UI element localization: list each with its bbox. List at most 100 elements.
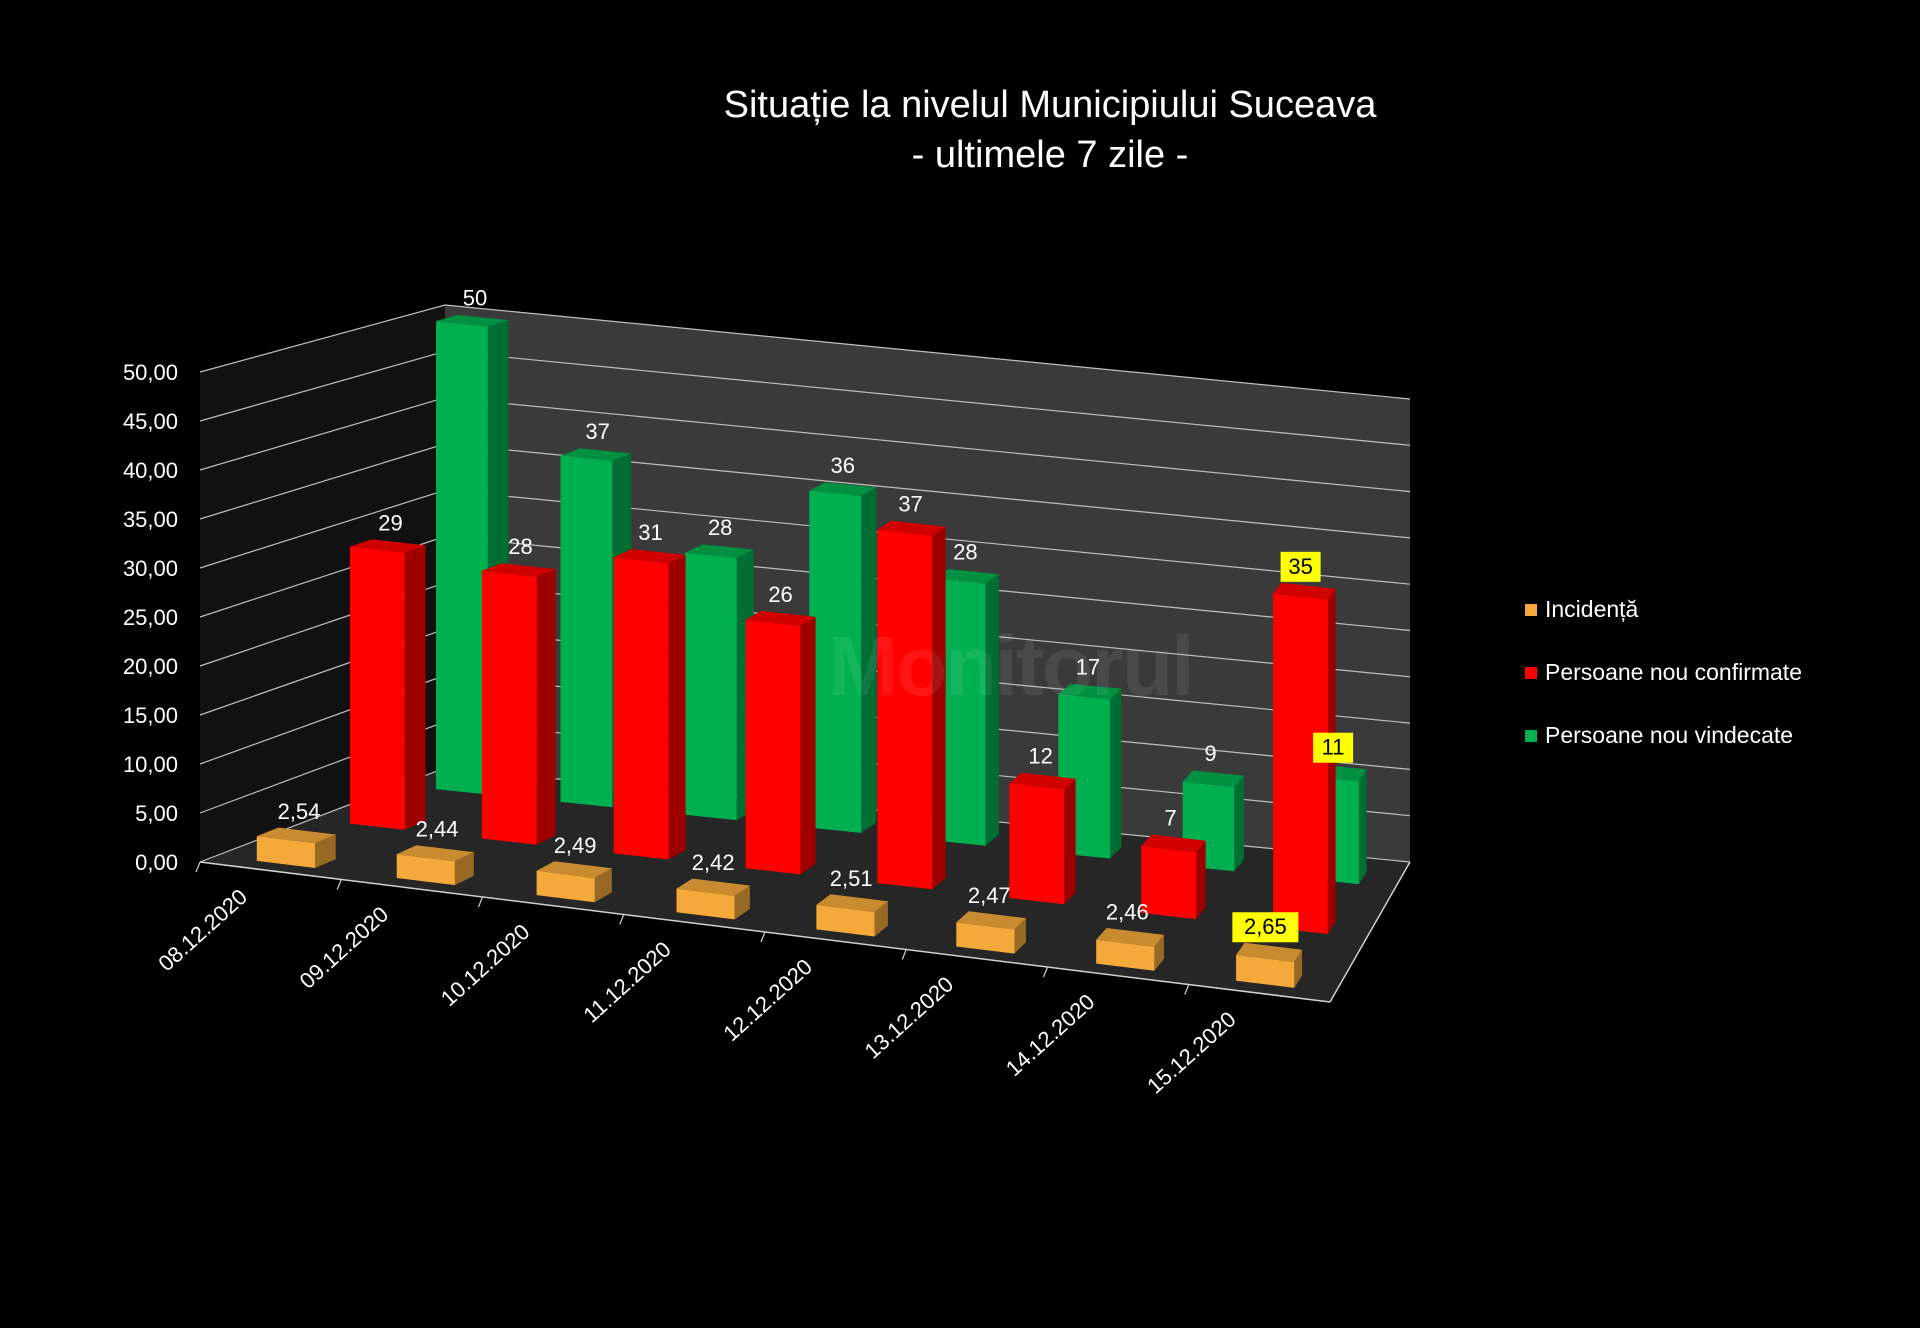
bar-front-face — [745, 619, 801, 875]
data-label: 2,44 — [416, 817, 459, 842]
bar-front-face — [809, 490, 862, 833]
data-label: 2,51 — [830, 866, 873, 891]
x-tick-label: 10.12.2020 — [436, 919, 535, 1011]
y-tick-label: 25,00 — [123, 605, 178, 630]
x-tick-label: 12.12.2020 — [718, 954, 817, 1046]
x-tick-mark — [1184, 984, 1190, 995]
legend-label: Persoane nou confirmate — [1545, 659, 1802, 685]
chart-legend: Incidență Persoane nou confirmate Persoane… — [1525, 578, 1802, 767]
x-tick-label: 08.12.2020 — [153, 884, 252, 976]
x-tick-mark — [1042, 966, 1049, 978]
x-tick-mark — [477, 896, 484, 908]
data-label: 12 — [1028, 744, 1052, 769]
y-tick-label: 5,00 — [135, 801, 178, 826]
y-tick-label: 50,00 — [123, 360, 178, 385]
bar-front-face — [816, 904, 875, 937]
data-label: 37 — [898, 492, 922, 517]
bar-top-face — [745, 610, 816, 626]
bar-top-face — [1182, 770, 1244, 788]
bar-side-face — [1154, 934, 1164, 971]
bar-front-face — [877, 529, 933, 890]
bar-inciden--7 — [1236, 942, 1303, 988]
bar-inciden--3 — [676, 878, 750, 920]
bar-top-face — [956, 911, 1026, 930]
bar-top-face — [676, 878, 750, 896]
x-tick-mark — [619, 914, 625, 925]
bar-front-face — [684, 552, 737, 821]
bar-front-face — [1141, 846, 1196, 920]
bar-side-face — [536, 569, 556, 845]
data-label: 50 — [463, 286, 487, 311]
bar-top-face — [1273, 582, 1336, 600]
bar-front-face — [436, 321, 488, 795]
bar-front-face — [256, 836, 315, 868]
bar-side-face — [734, 885, 750, 920]
data-label: 37 — [585, 419, 609, 444]
x-tick-mark — [760, 931, 766, 943]
legend-label: Persoane nou vindecate — [1545, 722, 1794, 748]
data-label: 36 — [831, 453, 855, 478]
legend-swatch — [1525, 603, 1537, 616]
x-tick-label: 13.12.2020 — [860, 971, 959, 1063]
legend-label: Incidență — [1545, 596, 1639, 622]
bar-front-face — [350, 546, 405, 830]
bar-top-face — [1096, 928, 1164, 947]
bar-side-face — [800, 616, 816, 875]
legend-item: Persoane nou vindecate — [1525, 704, 1802, 767]
bar-persoane-nou-vindecate-2 — [684, 544, 754, 821]
bar-side-face — [594, 868, 612, 903]
legend-item: Persoane nou confirmate — [1525, 641, 1802, 704]
x-tick-label: 15.12.2020 — [1142, 1006, 1241, 1098]
bar-front-face — [613, 557, 669, 860]
data-label-highlight — [1313, 732, 1354, 763]
bar-front-face — [676, 888, 735, 920]
bar-side-face — [1234, 775, 1244, 872]
x-tick-mark — [901, 949, 907, 960]
bar-persoane-nou-confirmate-4 — [877, 520, 946, 890]
depth-axis-line — [1329, 861, 1411, 1003]
bar-persoane-nou-vindecate-4 — [933, 569, 999, 846]
bar-side-face — [1358, 769, 1367, 885]
bar-inciden--0 — [256, 827, 336, 868]
bar-side-face — [668, 555, 686, 860]
bar-front-face — [1236, 954, 1295, 988]
bar-front-face — [956, 922, 1015, 954]
data-label: 2,54 — [278, 799, 321, 824]
legend-swatch — [1525, 666, 1537, 679]
bar-top-face — [613, 549, 686, 564]
data-label: 2,42 — [692, 850, 735, 875]
bar-front-face — [536, 870, 595, 903]
bar-persoane-nou-vindecate-3 — [809, 482, 877, 833]
gridline — [199, 304, 1411, 400]
legend-item: Incidență — [1525, 578, 1802, 641]
bar-front-face — [1009, 783, 1065, 905]
data-label: 2,65 — [1244, 914, 1287, 939]
bar-inciden--5 — [956, 911, 1026, 954]
x-tick-label: 11.12.2020 — [578, 936, 675, 1027]
bar-side-face — [1294, 949, 1303, 988]
data-label: 11 — [1322, 735, 1345, 760]
y-tick-label: 10,00 — [123, 752, 178, 777]
bar-side-face — [932, 526, 946, 890]
y-tick-label: 0,00 — [135, 850, 178, 875]
bar-persoane-nou-confirmate-3 — [745, 610, 816, 875]
bar-persoane-nou-confirmate-1 — [481, 563, 556, 845]
data-label: 28 — [708, 515, 732, 540]
bar-inciden--4 — [816, 894, 888, 937]
bar-top-face — [877, 520, 946, 536]
bar-top-face — [1236, 942, 1303, 962]
y-tick-label: 40,00 — [123, 458, 178, 483]
bar-inciden--6 — [1096, 928, 1164, 971]
bar-top-face — [256, 827, 336, 844]
bar-top-face — [1009, 772, 1076, 790]
data-label: 2,47 — [968, 883, 1011, 908]
bar-top-face — [560, 448, 632, 461]
data-label: 28 — [508, 534, 532, 559]
bar-top-face — [396, 845, 474, 862]
bar-inciden--1 — [396, 845, 474, 886]
bar-front-face — [933, 578, 986, 846]
x-tick-label: 14.12.2020 — [1001, 989, 1100, 1081]
legend-swatch — [1525, 729, 1537, 742]
x-tick-mark — [336, 879, 342, 890]
